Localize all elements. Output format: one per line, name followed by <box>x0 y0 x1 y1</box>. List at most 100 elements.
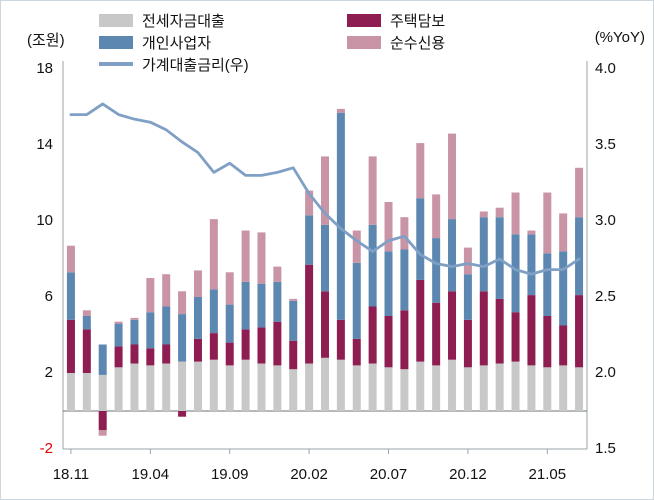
left-axis-tick-label: 18 <box>36 60 53 77</box>
bar-segment <box>511 192 520 235</box>
bar-segment <box>559 365 568 411</box>
right-axis-tick-label: 3.5 <box>595 136 616 153</box>
bar-segment <box>448 291 457 360</box>
left-axis-tick-label: -2 <box>40 440 53 457</box>
bar-segment <box>432 238 441 303</box>
bar-segment <box>352 230 361 263</box>
bar-segment <box>400 369 409 411</box>
x-axis-tick-label: 20.07 <box>370 466 408 483</box>
bar-segment <box>305 190 314 216</box>
bar-segment <box>575 295 584 368</box>
bar-segment <box>400 217 409 250</box>
bar-segment <box>162 306 171 345</box>
bar-segment <box>66 373 75 411</box>
bar-segment <box>98 374 107 411</box>
bar-segment <box>479 365 488 411</box>
bar-segment <box>511 312 520 362</box>
bar-segment <box>321 291 329 358</box>
bar-segment <box>384 367 393 411</box>
bar-segment <box>146 348 155 366</box>
bar-segment <box>511 234 520 313</box>
bar-segment <box>130 344 139 364</box>
bar-segment <box>416 198 425 280</box>
bar-segment <box>98 344 107 375</box>
bar-segment <box>146 365 155 411</box>
bar-segment <box>463 247 472 275</box>
bar-segment <box>463 274 472 320</box>
x-axis-tick-label: 19.04 <box>132 466 170 483</box>
x-axis-tick-label: 21.05 <box>529 466 567 483</box>
bar-segment <box>98 430 107 436</box>
legend-swatch-credit <box>347 35 381 49</box>
bar-segment <box>336 112 345 320</box>
bar-segment <box>273 365 282 411</box>
bar-segment <box>82 373 91 411</box>
legend-item-jeonse: 전세자금대출 <box>99 10 347 31</box>
bar-segment <box>225 272 234 305</box>
right-axis-tick-label: 3.0 <box>595 212 616 229</box>
bar-segment <box>178 291 187 315</box>
left-axis-tick-label: 14 <box>36 136 53 153</box>
bar-segment <box>432 194 441 239</box>
bar-segment <box>495 207 504 218</box>
bar-segment <box>495 363 504 411</box>
bar-segment <box>463 319 472 368</box>
bar-segment <box>463 367 472 411</box>
bar-segment <box>82 310 91 316</box>
bar-segment <box>162 274 171 307</box>
bar-segment <box>368 363 377 411</box>
bar-segment <box>66 245 75 273</box>
bar-segment <box>305 264 314 364</box>
legend-item-business: 개인사업자 <box>99 32 347 53</box>
bar-segment <box>162 344 171 364</box>
bar-segment <box>432 365 441 411</box>
bar-segment <box>114 321 123 324</box>
legend: 전세자금대출 주택담보 개인사업자 순수신용 가계대출금리(우) <box>99 9 445 75</box>
bar-segment <box>257 327 266 364</box>
bar-segment <box>543 367 552 411</box>
bar-segment <box>225 365 234 411</box>
legend-label-jeonse: 전세자금대출 <box>142 12 225 30</box>
bar-segment <box>321 156 329 225</box>
bar-segment <box>289 340 298 370</box>
bar-segment <box>209 333 218 360</box>
bar-segment <box>225 304 234 343</box>
x-axis-tick-label: 20.12 <box>449 466 487 483</box>
bar-segment <box>527 234 536 296</box>
bar-segment <box>289 300 298 341</box>
bar-segment <box>527 295 536 366</box>
bar-segment <box>257 232 266 284</box>
bar-segment <box>479 217 488 292</box>
bar-segment <box>146 278 155 313</box>
legend-swatch-mortgage <box>347 13 381 27</box>
legend-item-mortgage: 주택담보 <box>347 10 445 31</box>
bar-segment <box>193 338 202 362</box>
bar-segment <box>305 363 314 411</box>
bar-segment <box>479 211 488 218</box>
bar-segment <box>193 361 202 411</box>
bar-segment <box>225 342 234 366</box>
bar-segment <box>416 279 425 362</box>
bar-segment <box>448 219 457 292</box>
bar-segment <box>432 302 441 366</box>
bar-segment <box>305 215 314 265</box>
bar-segment <box>368 306 377 364</box>
x-axis-tick-label: 20.02 <box>290 466 328 483</box>
bar-segment <box>178 411 187 417</box>
right-axis-tick-label: 2.0 <box>595 364 616 381</box>
bar-segment <box>559 251 568 326</box>
legend-swatch-business <box>99 35 133 49</box>
legend-label-rate-line: 가계대출금리(우) <box>142 56 249 74</box>
bar-segment <box>336 319 345 360</box>
bar-segment <box>257 283 266 328</box>
bar-segment <box>130 363 139 411</box>
x-axis-tick-label: 19.09 <box>211 466 249 483</box>
bar-segment <box>400 310 409 370</box>
bar-segment <box>209 289 218 334</box>
bar-segment <box>400 249 409 311</box>
bar-segment <box>384 316 393 368</box>
bar-segment <box>193 297 202 339</box>
bar-segment <box>241 359 250 411</box>
